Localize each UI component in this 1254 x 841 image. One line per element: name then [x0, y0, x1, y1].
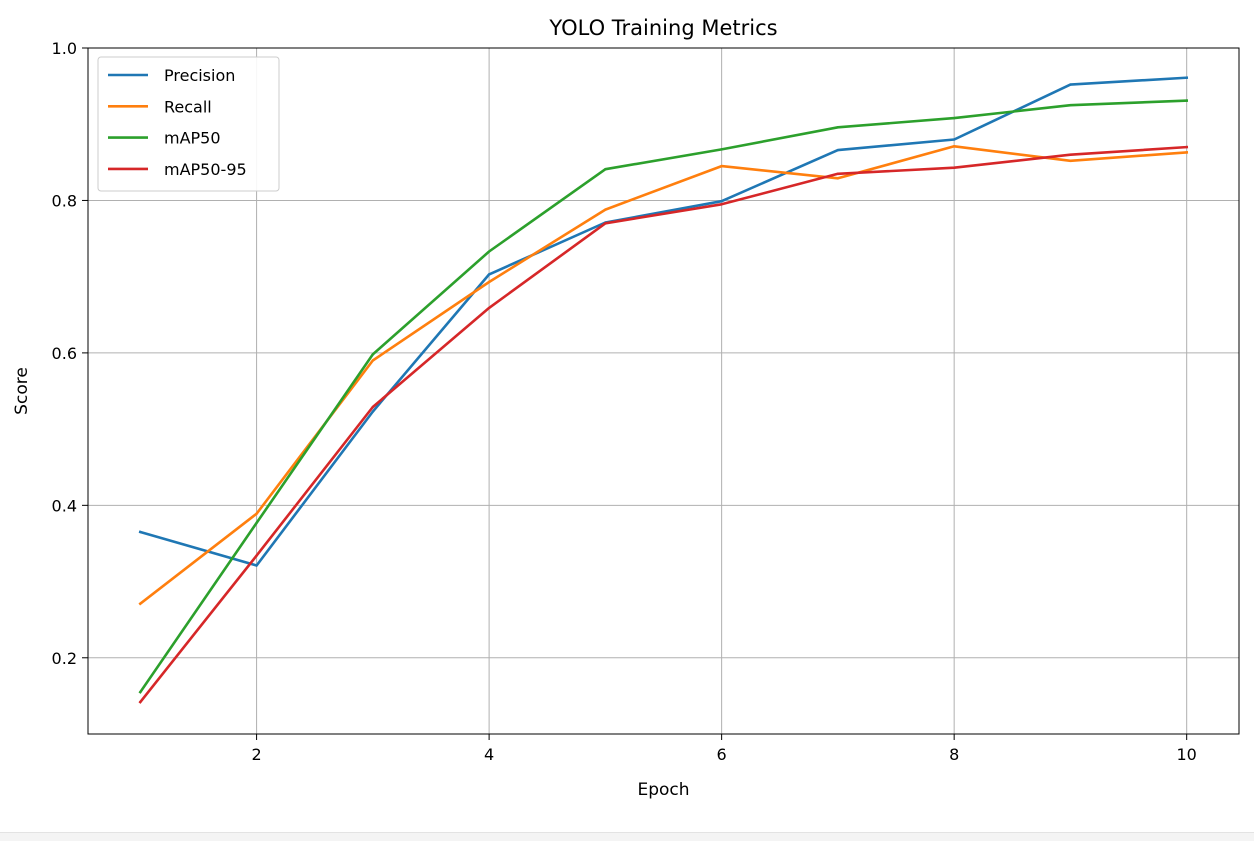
plot-area: [88, 48, 1239, 734]
data-point-map50-95: [836, 172, 840, 175]
series-line-map50-95: [138, 145, 1189, 704]
y-tick-label: 0.4: [52, 496, 77, 515]
data-point-map50: [836, 126, 840, 129]
data-point-precision: [836, 148, 840, 152]
data-point-recall: [1069, 159, 1072, 163]
data-point-precision: [371, 410, 375, 413]
legend-box: [97, 56, 280, 192]
axis-ticks: 2 4 6 8 10 0.2 0.4 0.6 0.8 1.0: [52, 39, 1197, 764]
data-point-map50-95: [371, 405, 375, 409]
data-point-map50-95: [255, 554, 258, 557]
y-tick-label: 0.8: [52, 191, 77, 210]
data-point-map50-95: [720, 203, 723, 206]
data-point-map50: [952, 116, 956, 120]
legend-label-precision: Precision: [164, 66, 235, 85]
x-tick-label: 2: [251, 745, 261, 764]
data-point-recall: [487, 280, 491, 284]
legend-label-recall: Recall: [164, 97, 212, 116]
data-point-precision: [952, 138, 956, 141]
y-axis-label: Score: [12, 367, 32, 415]
data-series: [138, 76, 1189, 704]
data-point-precision: [720, 200, 723, 203]
data-point-map50: [604, 167, 607, 171]
data-point-map50: [139, 690, 142, 694]
legend-label-map50: mAP50: [164, 129, 221, 148]
data-point-map50-95: [1185, 145, 1188, 149]
x-tick-label: 10: [1177, 745, 1197, 764]
x-tick-label: 6: [717, 745, 727, 764]
data-point-map50: [371, 353, 375, 356]
plot-frame: [87, 47, 1240, 735]
data-point-precision: [139, 530, 142, 534]
data-point-recall: [836, 177, 840, 180]
data-point-recall: [720, 164, 723, 168]
data-point-map50-95: [952, 166, 956, 169]
y-tick-label: 0.2: [52, 649, 77, 668]
data-point-precision: [1185, 76, 1188, 79]
x-tick-label: 8: [949, 745, 959, 764]
y-tick-label: 1.0: [52, 39, 77, 58]
data-point-precision: [255, 564, 258, 567]
data-point-precision: [1069, 83, 1072, 86]
data-point-map50: [487, 250, 491, 253]
chart-title: YOLO Training Metrics: [548, 16, 777, 40]
data-point-recall: [604, 208, 607, 211]
data-point-map50: [1185, 99, 1188, 102]
data-point-recall: [371, 359, 375, 362]
data-point-map50-95: [604, 222, 607, 225]
data-point-recall: [1185, 151, 1188, 154]
data-point-recall: [139, 602, 142, 605]
x-tick-label: 4: [484, 745, 494, 764]
y-tick-label: 0.6: [52, 344, 77, 363]
footer-strip: [0, 832, 1254, 841]
data-point-recall: [255, 512, 258, 515]
data-point-precision: [487, 273, 491, 276]
data-point-recall: [952, 145, 956, 148]
data-point-map50-95: [139, 700, 142, 704]
data-point-map50: [255, 521, 258, 525]
data-point-map50-95: [1069, 153, 1072, 156]
x-axis-label: Epoch: [637, 780, 689, 800]
data-point-map50: [720, 148, 723, 151]
legend-label-map50-95: mAP50-95: [164, 160, 247, 179]
data-point-map50-95: [487, 306, 491, 310]
series-line-map50: [138, 99, 1189, 694]
legend: Precision Recall mAP50 mAP50-95: [97, 56, 280, 192]
data-point-map50: [1069, 103, 1072, 107]
